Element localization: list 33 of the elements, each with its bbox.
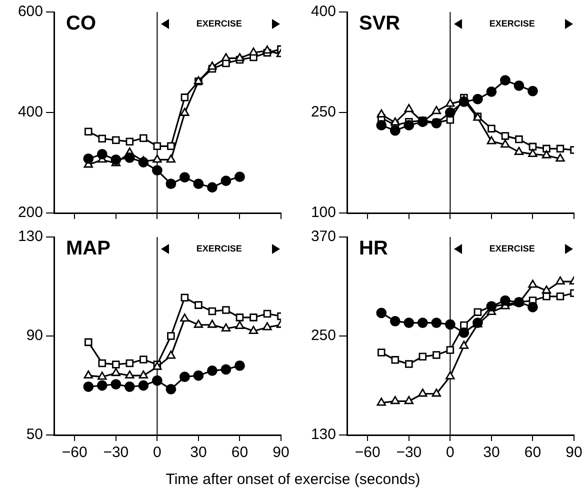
y-tick-label: 250 xyxy=(310,104,336,121)
y-tick-label: 100 xyxy=(310,204,336,222)
y-tick-label: 130 xyxy=(18,228,43,246)
x-tick-label: 30 xyxy=(190,444,207,462)
y-tick-label: 130 xyxy=(310,426,336,444)
chart-title: MAP xyxy=(66,238,110,260)
annotation: EXERCISE xyxy=(196,243,242,254)
x-tick-label: 0 xyxy=(153,444,162,462)
x-tick-label: 60 xyxy=(231,444,248,462)
chart-title: SVR xyxy=(359,12,401,35)
y-tick-label: 50 xyxy=(26,426,43,444)
x-axis-title: Time after onset of exercise (seconds) xyxy=(164,471,422,488)
x-tick-label: 90 xyxy=(272,444,290,462)
y-tick-label: 250 xyxy=(310,327,336,344)
y-tick-label: 200 xyxy=(18,204,43,222)
x-tick-label: −30 xyxy=(103,444,129,462)
annotation: EXERCISE xyxy=(196,18,242,28)
y-tick-label: 90 xyxy=(26,327,43,344)
y-tick-label: 400 xyxy=(310,3,336,20)
annotation: EXERCISE xyxy=(489,243,535,254)
y-tick-label: 400 xyxy=(18,104,43,121)
x-tick-label: 90 xyxy=(566,444,582,462)
x-tick-label: −60 xyxy=(354,444,380,462)
x-tick-label: 0 xyxy=(446,444,454,462)
chart-title: HR xyxy=(359,238,388,260)
y-tick-label: 370 xyxy=(310,228,336,246)
annotation: EXERCISE xyxy=(489,18,535,28)
x-tick-label: 30 xyxy=(483,444,500,462)
x-tick-label: −60 xyxy=(62,444,88,462)
x-tick-label: −30 xyxy=(396,444,422,462)
y-tick-label: 600 xyxy=(18,3,43,20)
chart-title: CO xyxy=(66,12,96,35)
x-tick-label: 60 xyxy=(524,444,542,462)
